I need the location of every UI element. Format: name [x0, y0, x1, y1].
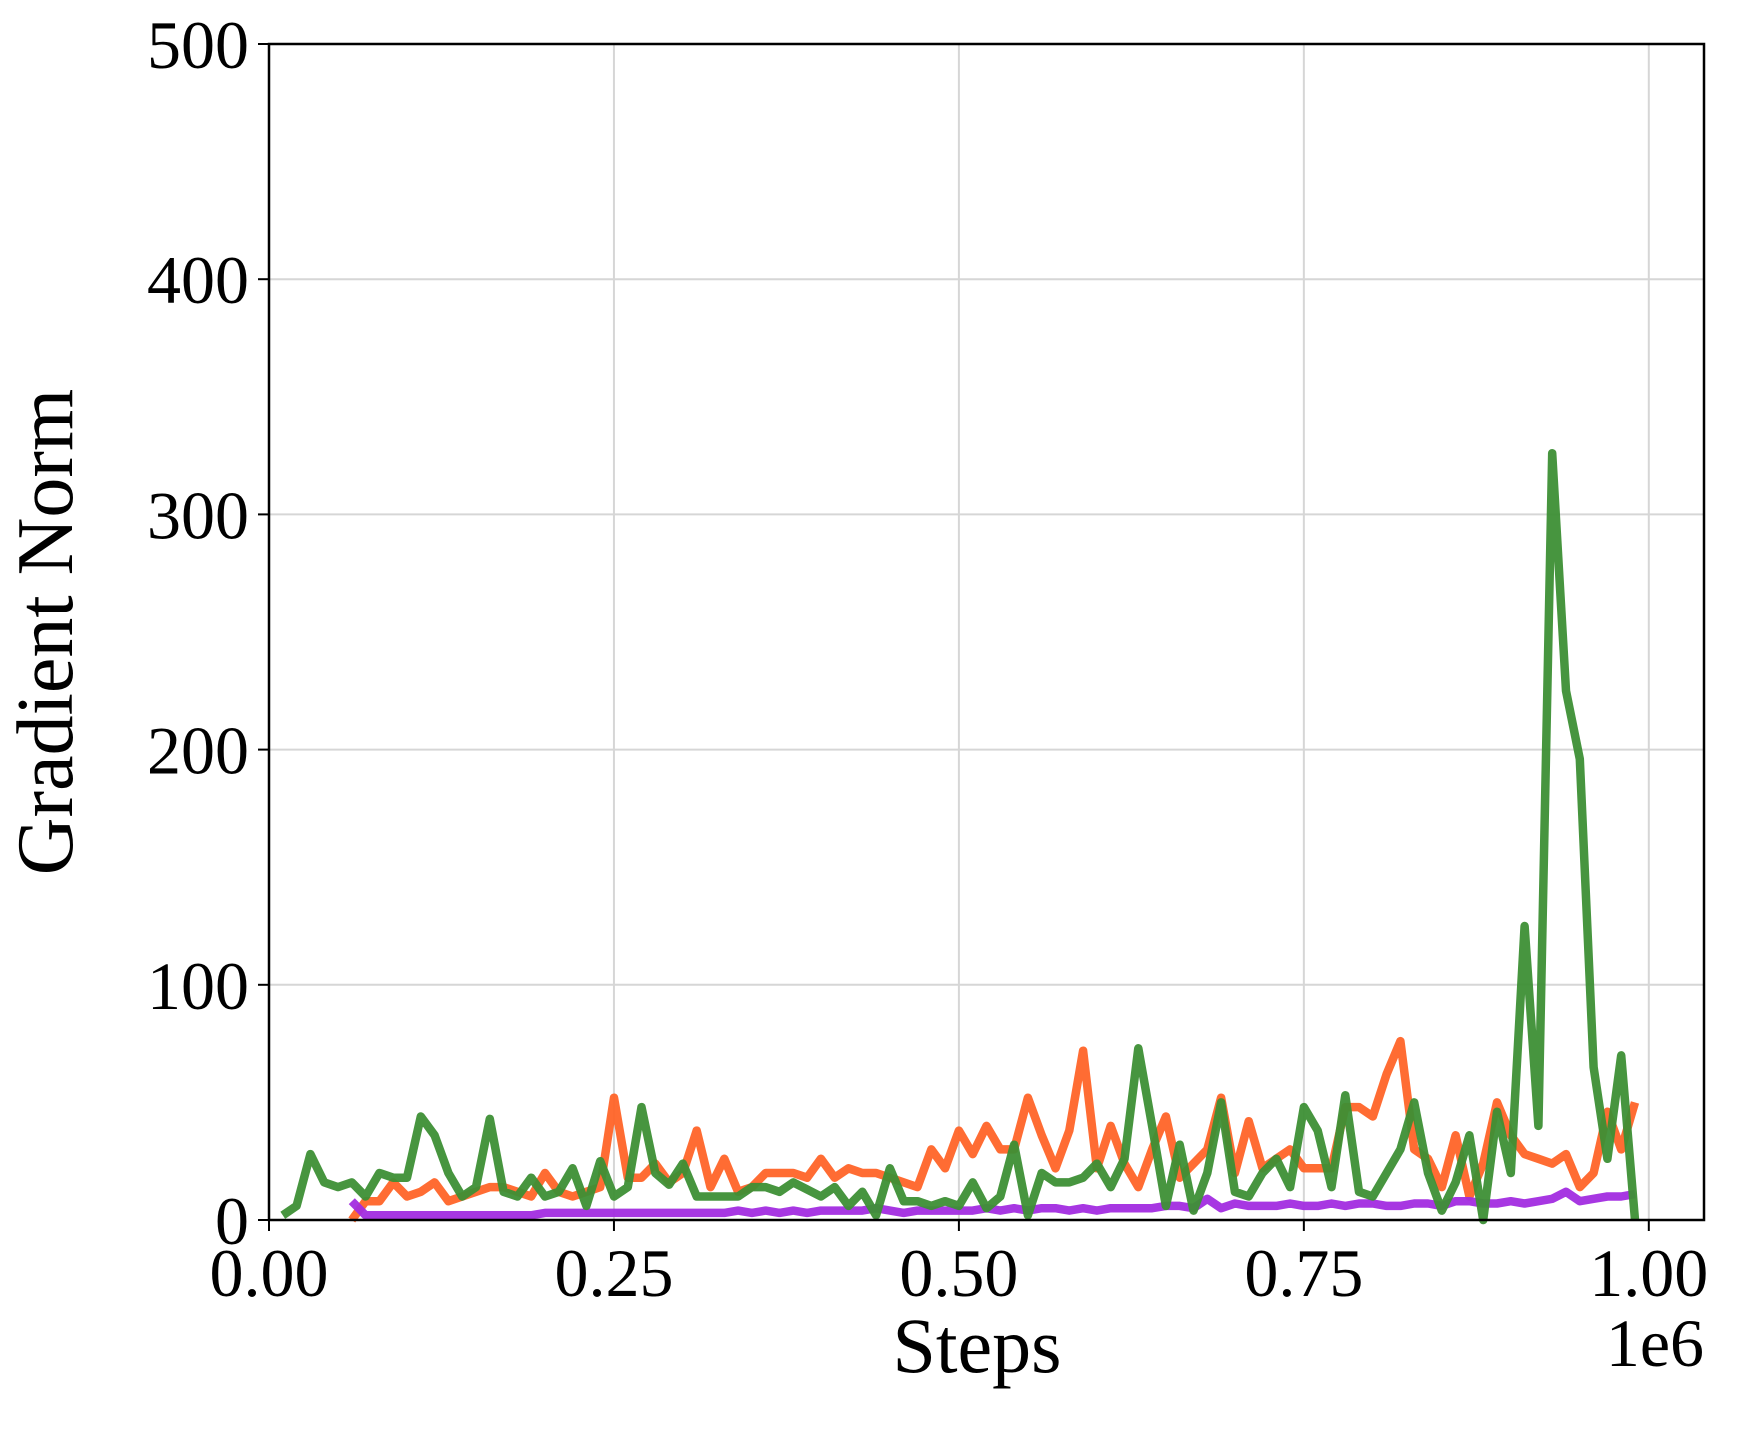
x-tick-label: 0.25: [554, 1235, 673, 1311]
series-line: [280, 448, 1640, 1225]
y-tick-label: 400: [147, 242, 249, 318]
x-offset-text: 1e6: [1606, 1305, 1704, 1381]
y-tick-label: 100: [147, 948, 249, 1024]
x-tick-label: 1.00: [1589, 1235, 1708, 1311]
y-axis-label: Gradient Norm: [2, 389, 90, 876]
y-tick-label: 300: [147, 477, 249, 553]
x-tick-label: 0.50: [899, 1235, 1018, 1311]
series-line: [348, 1187, 1636, 1220]
y-tick-label: 500: [147, 7, 249, 83]
y-tick-label: 0: [215, 1183, 249, 1259]
plot-frame: [267, 42, 1706, 1222]
x-tick-label: 0.00: [210, 1235, 329, 1311]
x-tick-label: 0.75: [1244, 1235, 1363, 1311]
x-axis-label: Steps: [892, 1302, 1061, 1389]
y-tick-label: 200: [147, 713, 249, 789]
